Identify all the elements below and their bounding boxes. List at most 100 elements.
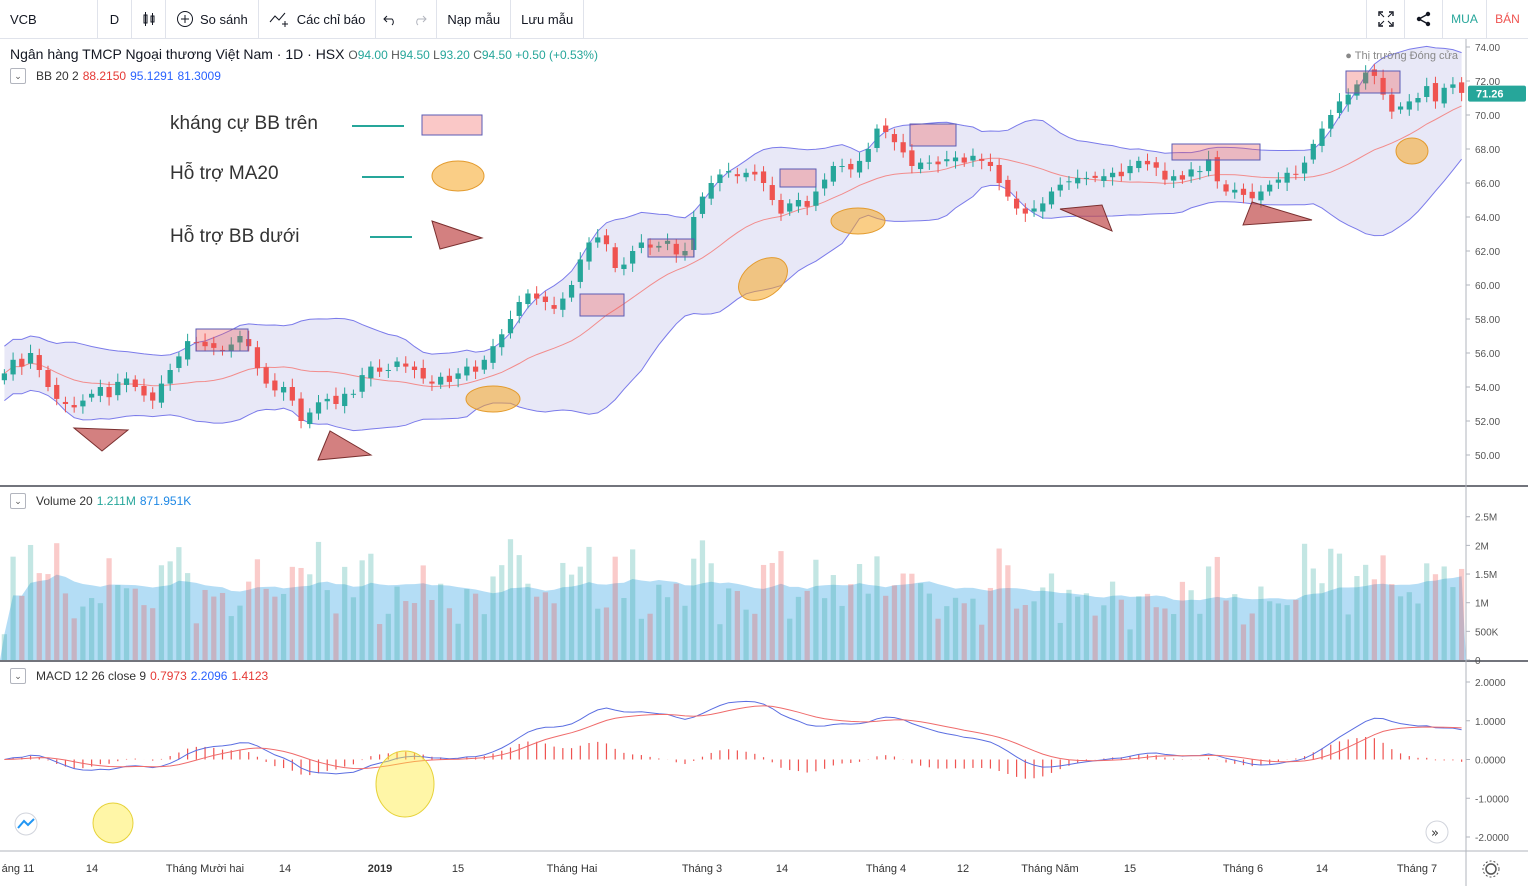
macd-legend[interactable]: ⌄ MACD 12 26 close 9 0.7973 2.2096 1.412…: [10, 668, 268, 684]
volume-legend[interactable]: ⌄ Volume 20 1.211M 871.951K: [10, 493, 191, 509]
candle: [909, 144, 915, 174]
fullscreen-button[interactable]: [1366, 0, 1404, 38]
macd-tick-label: 1.0000: [1475, 717, 1506, 728]
volume-bar: [1171, 614, 1177, 660]
candle: [551, 296, 557, 315]
sell-button[interactable]: BÁN: [1486, 0, 1528, 38]
volume-bar: [1205, 566, 1212, 660]
volume-bar: [673, 583, 679, 660]
ma20-support-marker: [1395, 137, 1429, 165]
volume-bar: [1240, 624, 1247, 660]
volume-bar: [1223, 600, 1229, 660]
candle: [708, 175, 714, 205]
volume-bar: [560, 562, 566, 660]
save-template-button[interactable]: Lưu mẫu: [511, 0, 585, 38]
candle-body: [89, 393, 95, 398]
price-tick-label: 70.00: [1475, 111, 1500, 122]
candle-body: [848, 163, 854, 170]
candle: [176, 352, 182, 373]
plus-circle-icon: [176, 10, 194, 28]
volume-bar: [333, 613, 339, 660]
volume-bar: [542, 592, 549, 660]
indicators-button[interactable]: Các chỉ báo: [259, 0, 377, 38]
candle: [560, 292, 566, 318]
candle: [263, 363, 269, 388]
candle: [743, 168, 749, 182]
volume-ma-area: [0, 574, 1466, 660]
candle: [1432, 76, 1439, 109]
undo-button[interactable]: [376, 0, 404, 38]
interval-button[interactable]: D: [98, 0, 132, 38]
candle: [935, 156, 941, 173]
candle-body: [1232, 189, 1238, 193]
candle-body: [19, 358, 25, 367]
chart-area[interactable]: 74.00 72.00 70.00 68.00 66.00 64.00 62.00 60.00…: [0, 39, 1528, 886]
load-template-button[interactable]: Nạp mẫu: [437, 0, 512, 38]
candle: [1328, 109, 1334, 137]
candle-body: [1310, 143, 1316, 160]
volume-bar: [1118, 599, 1124, 660]
volume-bar: [1459, 568, 1465, 660]
candle-body: [97, 387, 103, 396]
candle-body: [237, 336, 243, 343]
candle: [813, 183, 819, 212]
volume-bar: [45, 574, 51, 660]
candle-body: [752, 171, 758, 175]
undo-icon: [382, 11, 398, 27]
chevron-down-icon[interactable]: ⌄: [10, 68, 26, 84]
candle: [1275, 172, 1282, 189]
redo-button[interactable]: [404, 0, 438, 38]
volume-bar: [1397, 596, 1404, 660]
candle: [333, 387, 339, 410]
candle: [1380, 69, 1386, 100]
bb-legend[interactable]: ⌄ BB 20 2 88.2150 95.1291 81.3009: [10, 68, 221, 84]
candle: [481, 355, 487, 374]
volume-bar: [525, 583, 531, 660]
candle-body: [1380, 77, 1386, 95]
macd-tick-label: -2.0000: [1475, 833, 1509, 844]
candle-body: [909, 150, 915, 166]
candle: [987, 153, 994, 172]
volume-bar: [691, 558, 697, 660]
volume-bar: [1249, 613, 1255, 660]
candle-body: [1415, 98, 1421, 103]
candle-body: [228, 344, 234, 352]
buy-button[interactable]: MUA: [1442, 0, 1486, 38]
volume-bar: [1, 634, 7, 660]
volume-bar: [115, 585, 121, 660]
candle-body: [411, 366, 418, 370]
compare-button[interactable]: So sánh: [166, 0, 259, 38]
candle-body: [350, 393, 357, 395]
volume-bar: [917, 583, 924, 660]
price-tick-label: 74.00: [1475, 43, 1500, 54]
price-tick-label: 68.00: [1475, 145, 1500, 156]
candle: [1162, 162, 1168, 185]
time-tick-label: 2019: [368, 863, 392, 875]
candle: [630, 245, 636, 272]
chevron-right-icon: »: [1431, 826, 1439, 841]
candle-body: [961, 157, 967, 163]
resistance-marker: [779, 168, 817, 188]
indicators-label: Các chỉ báo: [296, 11, 366, 27]
candle-body: [813, 191, 819, 206]
volume-bar: [211, 596, 217, 660]
chevron-down-icon[interactable]: ⌄: [10, 493, 26, 509]
symbol-search[interactable]: VCB: [0, 0, 98, 38]
chevron-down-icon[interactable]: ⌄: [10, 668, 26, 684]
bb-legend-name: BB 20 2: [36, 69, 79, 83]
candle: [979, 153, 985, 170]
macd-legend-name: MACD 12 26 close 9: [36, 669, 147, 683]
note-resistance: kháng cự BB trên: [170, 113, 318, 134]
chart-type-button[interactable]: [132, 0, 166, 38]
candle: [438, 372, 444, 389]
candle-body: [1205, 159, 1212, 172]
high-value: 94.50: [399, 48, 430, 62]
candle-body: [1118, 171, 1124, 177]
time-tick-label: 15: [452, 863, 464, 875]
share-button[interactable]: [1404, 0, 1442, 38]
top-toolbar: VCB D So sánh Các chỉ báo Nạp mẫu Lưu mẫ…: [0, 0, 1528, 39]
close-label: C: [473, 48, 482, 62]
candle: [359, 367, 365, 399]
time-tick-label: 14: [776, 863, 788, 875]
price-tick-label: 50.00: [1475, 451, 1500, 462]
